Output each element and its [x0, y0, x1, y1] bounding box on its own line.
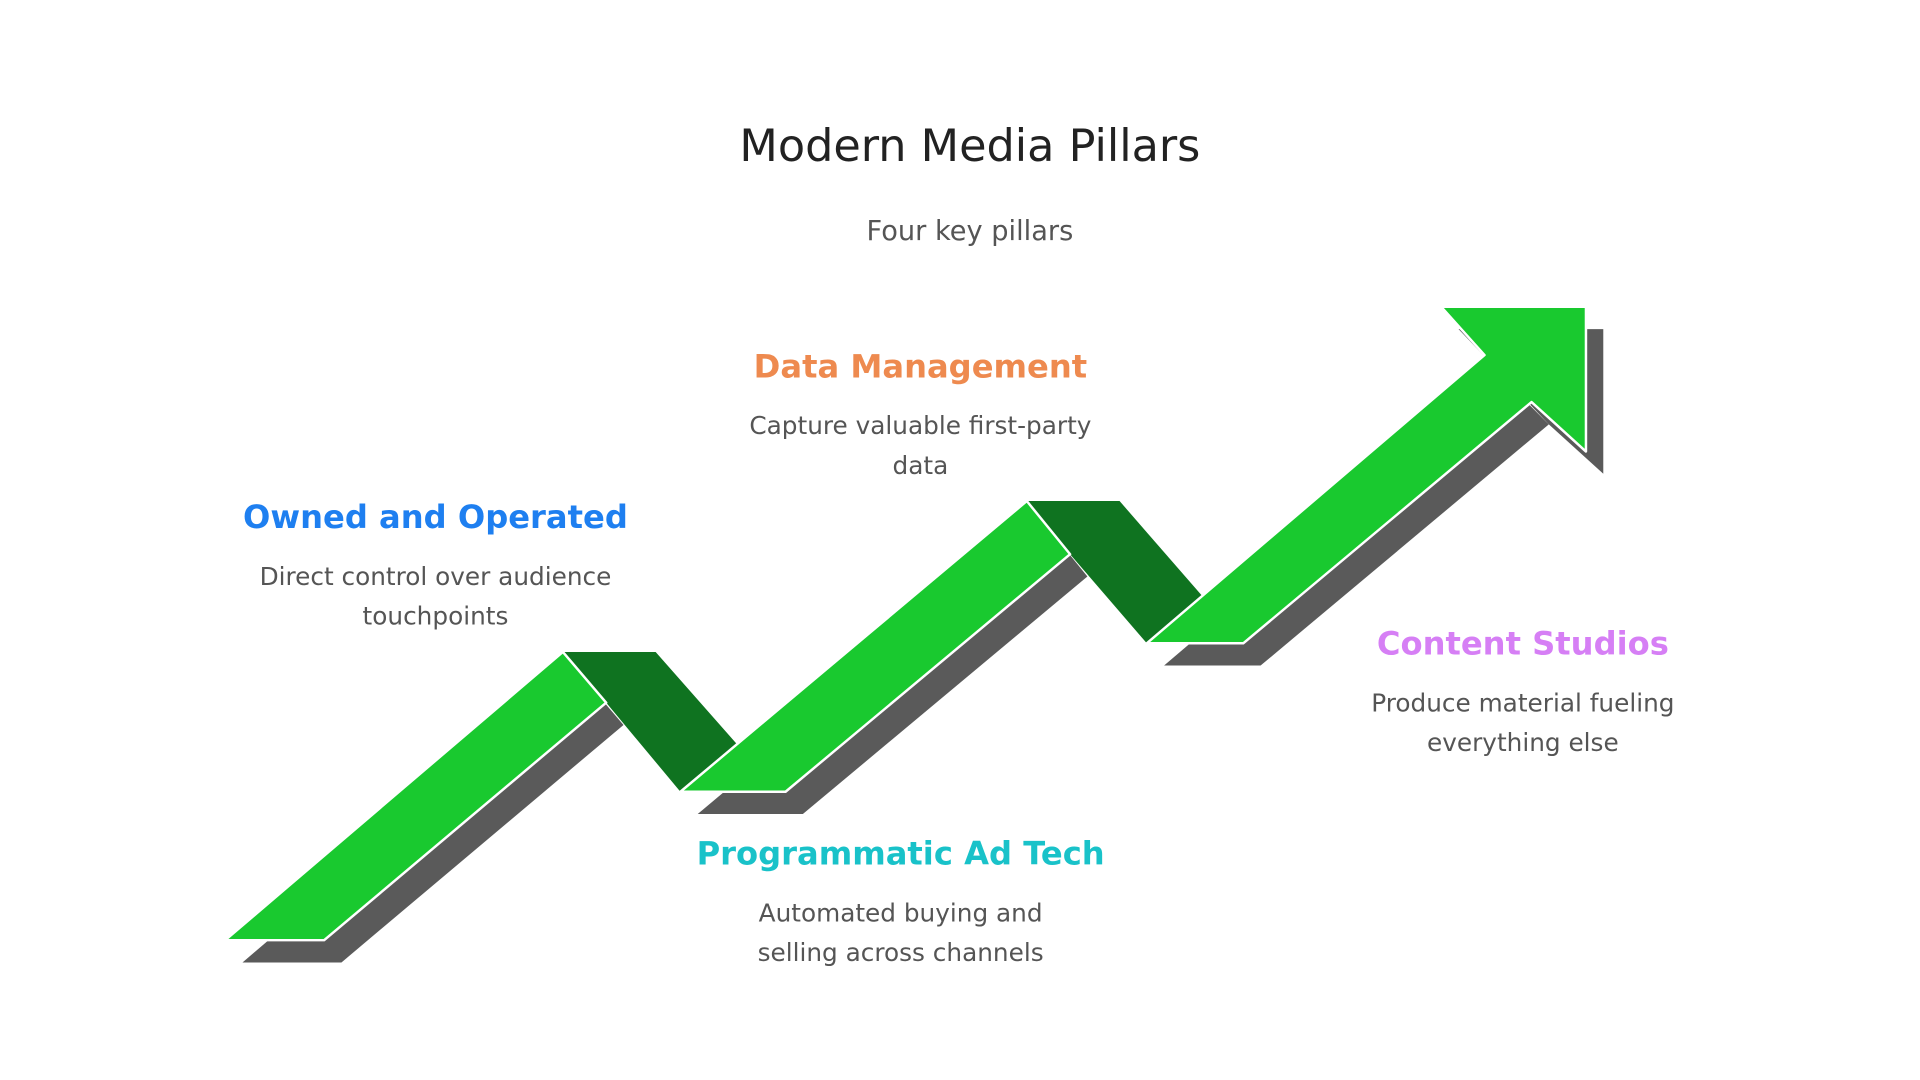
pillar-description: touchpoints	[362, 601, 509, 631]
pillar-title: Owned and Operated	[243, 499, 628, 537]
title: Modern Media Pillars	[739, 121, 1201, 172]
pillar-description: everything else	[1427, 727, 1619, 758]
pillar-description: Direct control over audience	[259, 561, 612, 592]
pillar-description: Capture valuable first-party	[749, 410, 1092, 441]
pillar-description: Produce material fueling	[1371, 687, 1675, 718]
pillar-title: Content Studios	[1376, 625, 1669, 664]
pillar-title: Programmatic Ad Tech	[696, 836, 1105, 874]
pillar-title: Data Management	[753, 348, 1088, 386]
pillar-description: Automated buying and	[758, 898, 1043, 928]
pillar-description: data	[892, 450, 949, 480]
pillar-description: selling across channels	[757, 937, 1044, 968]
subtitle: Four key pillars	[866, 216, 1074, 248]
arrow-body	[223, 305, 1588, 942]
arrow-fold	[562, 501, 1203, 792]
